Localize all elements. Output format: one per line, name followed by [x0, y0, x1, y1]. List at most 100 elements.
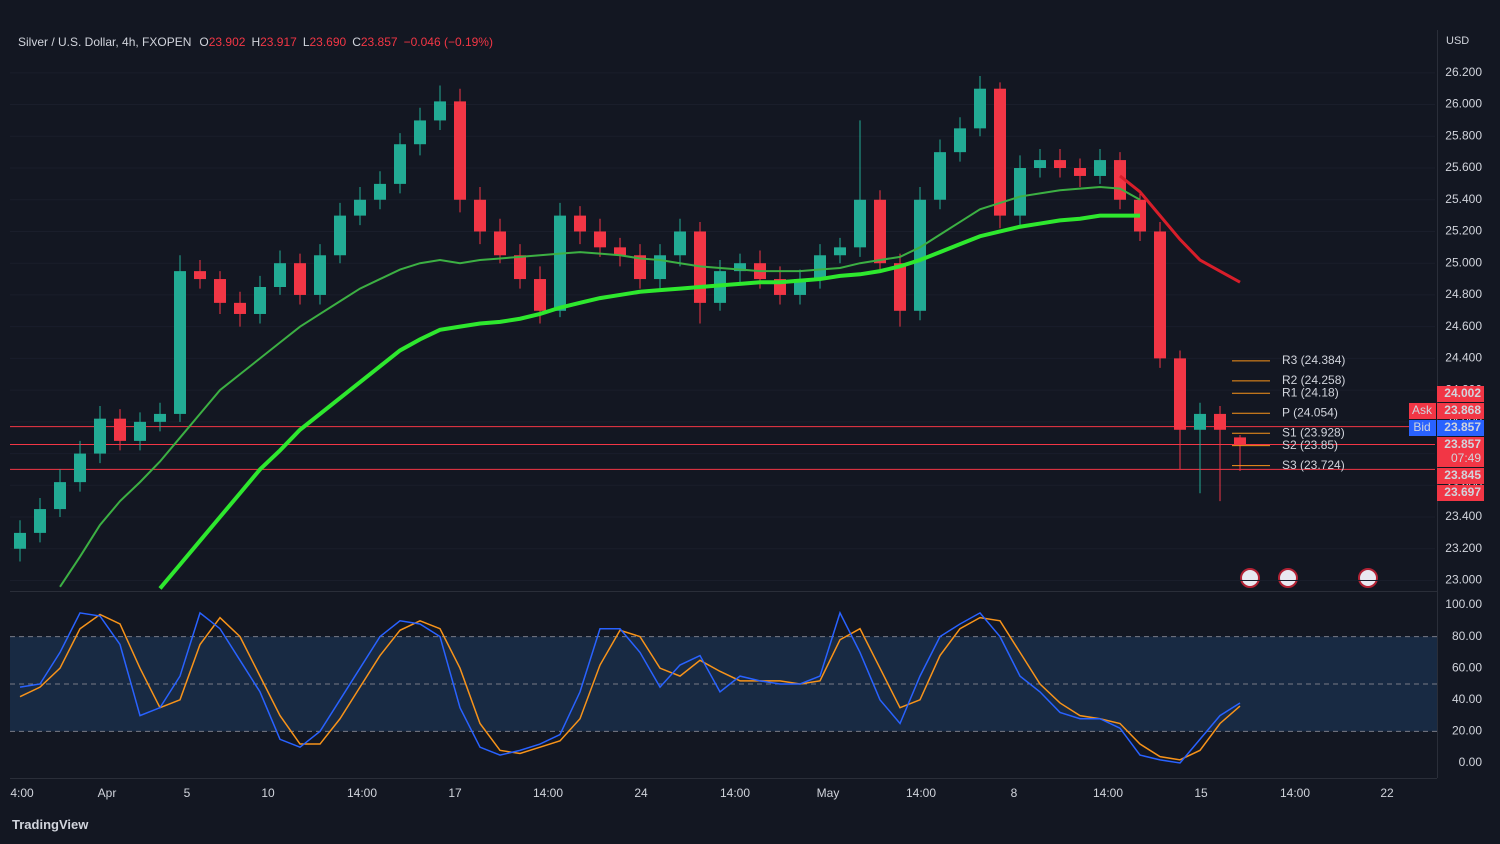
x-tick-label: 5	[184, 786, 191, 800]
candle-body	[1074, 168, 1086, 176]
y-tick-label: 25.200	[1445, 224, 1482, 238]
candle-body	[1094, 160, 1106, 176]
candle-body	[794, 279, 806, 295]
candle-body	[354, 199, 366, 216]
price-tag-prefix	[1409, 420, 1436, 436]
candle-body	[154, 413, 166, 422]
candle-body	[934, 152, 946, 200]
price-tag-prefix-label: Ask	[1412, 403, 1433, 417]
event-icon	[1278, 568, 1298, 588]
candle-body	[114, 418, 126, 441]
candle-body	[914, 199, 926, 311]
x-tick-label: 10	[261, 786, 275, 800]
symbol: Silver / U.S. Dollar, 4h, FXOPEN	[18, 35, 192, 49]
price-tag	[1437, 403, 1484, 419]
candle-body	[594, 231, 606, 248]
event-icons	[1240, 568, 1378, 588]
y-tick-label: 40.00	[1452, 692, 1482, 706]
price-tag	[1437, 386, 1484, 402]
ohlc-key: L	[302, 35, 310, 49]
y-tick-label: 25.400	[1445, 192, 1482, 206]
candle-body	[54, 482, 66, 510]
candle-body	[94, 418, 106, 454]
x-tick-label: 15	[1194, 786, 1208, 800]
pivot-label: R3 (24.384)	[1282, 353, 1345, 367]
pivot-label: R1 (24.18)	[1282, 385, 1339, 399]
candle-body	[394, 144, 406, 184]
x-tick-label: 17	[448, 786, 462, 800]
y-tick-label: 26.000	[1445, 97, 1482, 111]
y-tick-label: 26.200	[1445, 65, 1482, 79]
candle-body	[214, 279, 226, 303]
candle-body	[414, 120, 426, 145]
x-tick-label: 14:00	[533, 786, 563, 800]
y-tick-label: 0.00	[1459, 755, 1483, 769]
y-tick-label: 25.600	[1445, 160, 1482, 174]
ohlc-key: C	[352, 35, 361, 49]
candle-body	[894, 263, 906, 311]
ohlc-key: O	[199, 35, 209, 49]
y-tick-label: 25.000	[1445, 255, 1482, 269]
candle-body	[174, 271, 186, 414]
candle-body	[374, 183, 386, 200]
ohlc-value: 23.917	[260, 35, 297, 49]
ohlc-value: 23.857	[360, 35, 398, 49]
candle-body	[1194, 413, 1206, 430]
y-tick-label: 20.00	[1452, 724, 1482, 738]
y-tick-label: 23.000	[1445, 573, 1482, 587]
moving-average	[1119, 174, 1241, 284]
event-icon	[1358, 568, 1378, 588]
brand: TradingView	[12, 817, 89, 832]
candle-body	[834, 247, 846, 256]
price-tag-label: 23.868	[1444, 403, 1481, 417]
price-tag-prefix	[1409, 403, 1436, 419]
candle-body	[514, 255, 526, 280]
candle-body	[494, 231, 506, 256]
candle-body	[614, 247, 626, 256]
candle-body	[874, 199, 886, 264]
candle-body	[1154, 231, 1166, 359]
candle-body	[254, 286, 266, 314]
price-tag	[1437, 420, 1484, 436]
candle-body	[1014, 168, 1026, 216]
candle-body	[1234, 437, 1246, 445]
x-tick-label: 14:00	[1093, 786, 1123, 800]
candle-body	[554, 215, 566, 311]
candle-body	[434, 101, 446, 121]
pivot-label: S3 (23.724)	[1282, 458, 1345, 472]
price-tag-prefix-label: Bid	[1413, 420, 1430, 434]
y-tick-label: 100.00	[1445, 597, 1482, 611]
oscillator-line	[19, 613, 1241, 761]
pivot-label: S1 (23.928)	[1282, 425, 1345, 439]
candle-body	[534, 279, 546, 311]
candle-body	[974, 88, 986, 129]
candle-body	[454, 101, 466, 200]
x-tick-label: May	[817, 786, 840, 800]
price-tag-label: 24.002	[1444, 386, 1481, 400]
price-tag	[1437, 468, 1484, 484]
y-tick-label: 24.400	[1445, 351, 1482, 365]
candle-body	[1054, 160, 1066, 169]
pivot-label: P (24.054)	[1282, 405, 1338, 419]
candle-body	[574, 215, 586, 232]
x-tick-label: 4:00	[10, 786, 34, 800]
y-tick-label: 80.00	[1452, 629, 1482, 643]
candle-body	[334, 215, 346, 256]
oscillator-line	[19, 610, 1241, 764]
x-tick-label: 14:00	[347, 786, 377, 800]
candle-body	[74, 453, 86, 483]
candle-body	[674, 231, 686, 256]
countdown: 07:49	[1451, 451, 1481, 465]
x-tick-label: Apr	[98, 786, 117, 800]
candle-body	[314, 255, 326, 295]
x-tick-label: 14:00	[906, 786, 936, 800]
candle-body	[854, 199, 866, 248]
y-tick-label: 23.400	[1445, 509, 1482, 523]
price-tag-label: 23.845	[1444, 468, 1481, 482]
candle-body	[274, 263, 286, 287]
candle-body	[954, 128, 966, 153]
y-tick-label: 24.800	[1445, 287, 1482, 301]
ohlc-key: H	[251, 35, 261, 49]
